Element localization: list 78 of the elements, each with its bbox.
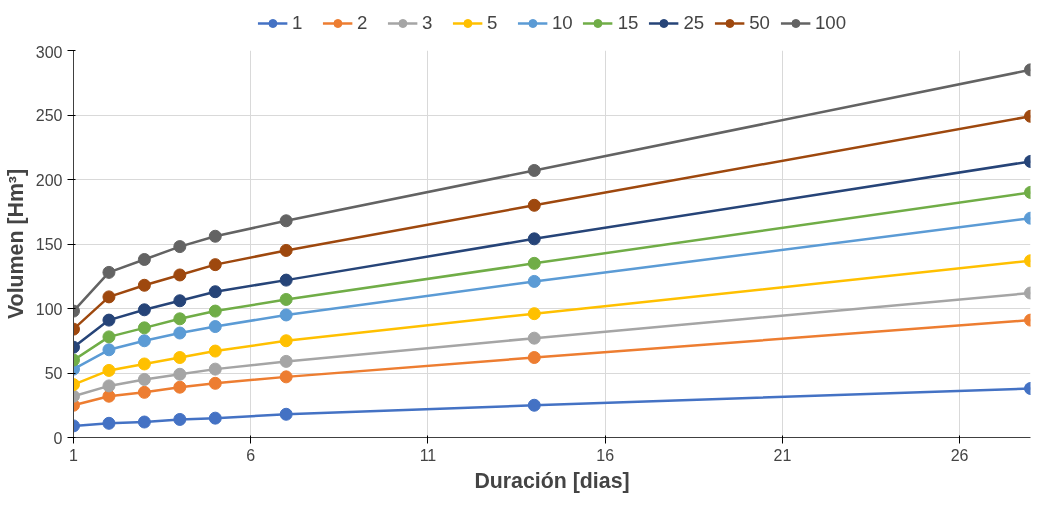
y-tick-label: 0: [53, 429, 63, 447]
point: [137, 278, 151, 292]
point: [102, 330, 116, 344]
point: [102, 313, 116, 327]
point: [208, 362, 222, 376]
point: [102, 265, 116, 279]
y-tick-label: 50: [44, 365, 63, 382]
x-tick-label: 6: [246, 446, 256, 464]
point: [173, 294, 187, 308]
point: [173, 380, 187, 394]
point: [279, 273, 293, 287]
x-tick-label: 1: [69, 446, 79, 464]
point: [527, 163, 541, 177]
legend-label: 3: [421, 11, 434, 34]
point: [527, 232, 541, 246]
point: [527, 274, 541, 288]
point: [527, 398, 541, 412]
point: [102, 363, 116, 377]
point: [279, 370, 293, 384]
x-tick-label: 26: [950, 446, 969, 464]
x-tick-label: 16: [596, 446, 615, 464]
point: [208, 411, 222, 425]
point: [173, 268, 187, 282]
point: [527, 307, 541, 321]
point: [208, 229, 222, 243]
point: [208, 258, 222, 272]
point: [137, 357, 151, 371]
point: [279, 214, 293, 228]
legend-label: 15: [617, 11, 639, 34]
point: [137, 334, 151, 348]
point: [137, 372, 151, 386]
point: [279, 243, 293, 257]
point: [279, 334, 293, 348]
point: [137, 303, 151, 317]
y-tick-label: 250: [35, 107, 63, 124]
point: [208, 376, 222, 390]
point: [102, 290, 116, 304]
point: [102, 416, 116, 430]
point: [102, 379, 116, 393]
point: [527, 351, 541, 365]
point: [208, 285, 222, 299]
point: [527, 198, 541, 212]
point: [279, 354, 293, 368]
point: [173, 240, 187, 254]
point: [137, 385, 151, 399]
x-tick-label: 11: [419, 446, 437, 464]
point: [279, 308, 293, 322]
y-tick-label: 100: [35, 300, 63, 318]
y-tick-label: 300: [35, 43, 63, 61]
point: [279, 292, 293, 306]
point: [173, 312, 187, 326]
point: [527, 256, 541, 270]
legend-label: 25: [683, 11, 705, 34]
legend-label: 2: [356, 11, 369, 34]
point: [137, 415, 151, 429]
x-axis-title: Duración [dias]: [474, 468, 630, 493]
point: [137, 321, 151, 335]
point: [173, 351, 187, 365]
point: [208, 304, 222, 318]
point: [173, 326, 187, 340]
point: [208, 320, 222, 334]
legend-label: 10: [551, 11, 573, 34]
legend-label: 1: [291, 11, 304, 34]
x-tick-label: 21: [773, 446, 792, 464]
point: [102, 389, 116, 403]
legend-label: 5: [486, 11, 499, 34]
point: [173, 412, 187, 426]
y-tick-label: 200: [35, 171, 63, 189]
point: [279, 407, 293, 421]
point: [137, 252, 151, 266]
legend-label: 50: [749, 11, 770, 34]
point: [527, 331, 541, 345]
point: [173, 367, 187, 381]
legend-label: 100: [814, 11, 847, 34]
point: [102, 343, 116, 357]
y-axis-title: Volumen [Hm³]: [3, 168, 28, 320]
point: [208, 344, 222, 358]
y-tick-label: 150: [35, 236, 63, 253]
